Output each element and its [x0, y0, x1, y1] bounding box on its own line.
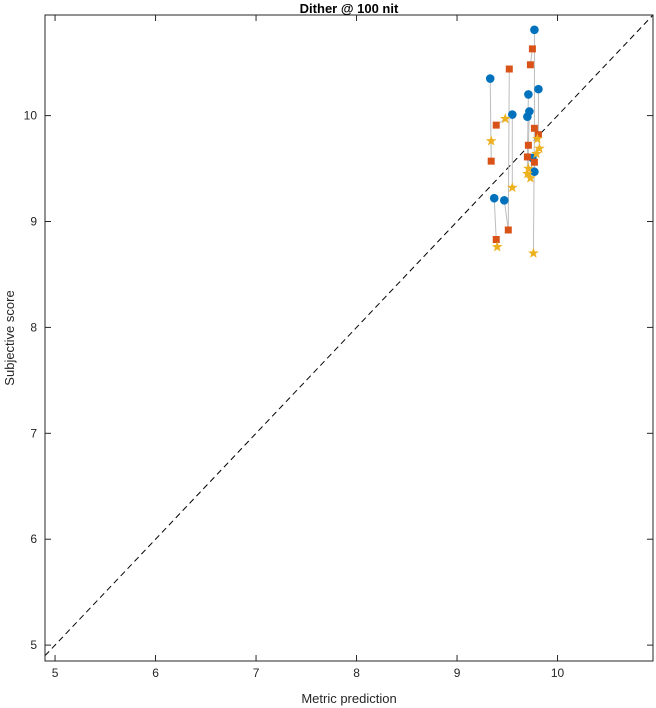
data-point-square: [487, 157, 495, 165]
data-point-star: [525, 172, 536, 183]
data-point-star: [506, 182, 518, 193]
data-point-square: [492, 121, 500, 129]
y-tick-label: 6: [30, 532, 37, 546]
data-point-circle: [499, 196, 509, 205]
data-point-circle: [530, 25, 539, 35]
data-point-square: [534, 131, 542, 139]
x-axis-label: Metric prediction: [301, 691, 396, 706]
data-point-square: [505, 65, 513, 73]
data-point-circle: [508, 110, 517, 119]
axes-frame: [44, 14, 654, 662]
data-point-circle: [523, 112, 532, 121]
x-tick-label: 6: [152, 666, 159, 680]
chart-title: Dither @ 100 nit: [300, 1, 399, 16]
data-point-square: [530, 158, 538, 166]
data-point-square: [528, 45, 536, 53]
data-point-star: [499, 113, 511, 124]
data-point-square: [492, 236, 500, 244]
data-point-star: [528, 247, 539, 258]
y-tick-label: 9: [30, 215, 37, 229]
x-tick-label: 8: [353, 666, 360, 680]
data-point-square: [523, 153, 531, 161]
axes-box: [44, 14, 654, 662]
data-point-star: [534, 142, 545, 153]
y-tick-label: 10: [24, 109, 38, 123]
y-axis-label: Subjective score: [2, 290, 17, 385]
y-tick-label: 5: [30, 638, 37, 652]
data-point-star: [532, 133, 543, 144]
data-point-square: [530, 124, 538, 132]
y-tick-label: 7: [30, 426, 37, 440]
points-layer: [485, 25, 545, 258]
y-tick-label: 8: [30, 320, 37, 334]
x-tick-label: 9: [454, 666, 461, 680]
data-point-star: [523, 162, 534, 174]
x-tick-label: 7: [253, 666, 260, 680]
data-point-star: [491, 241, 503, 252]
ticks-layer: 5 6 7 8 9 10 5 6 7 8 9 10: [24, 15, 653, 680]
data-point-square: [524, 141, 532, 149]
data-point-circle: [489, 193, 499, 203]
data-point-star: [531, 148, 542, 159]
x-tick-label: 10: [551, 666, 565, 680]
data-point-circle: [534, 84, 543, 94]
data-point-circle: [485, 74, 495, 83]
data-point-circle: [524, 90, 533, 99]
x-tick-label: 5: [52, 666, 59, 680]
data-point-star: [522, 168, 533, 179]
data-point-circle: [530, 167, 539, 177]
data-point-square: [526, 61, 534, 69]
plot-area: [45, 15, 653, 661]
data-point-square: [504, 226, 512, 234]
data-point-star: [485, 135, 497, 146]
identity-reference-line: [44, 14, 654, 657]
reference-layer: [44, 14, 654, 657]
